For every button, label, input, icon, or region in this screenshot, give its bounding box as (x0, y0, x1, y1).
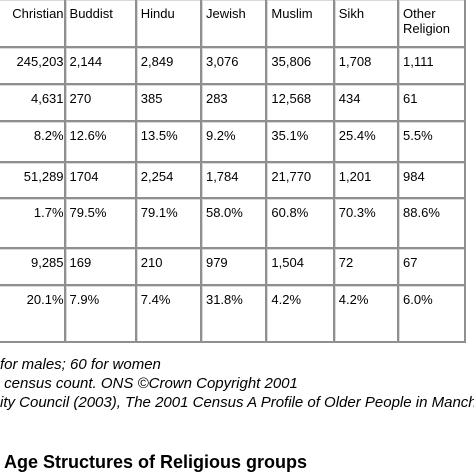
header-cell-christian: Christian (0, 0, 66, 48)
table-cell: 9,285 (0, 247, 66, 286)
header-cell-muslim: Muslim (265, 0, 335, 48)
header-cell-jewish: Jewish (199, 0, 268, 48)
table-cell: 2,254 (134, 161, 202, 199)
table-cell: 12,568 (265, 83, 335, 122)
table-cell: 3,076 (199, 46, 268, 85)
table-cell: 79.5% (63, 197, 137, 249)
table-cell: 245,203 (0, 46, 66, 85)
table-cell: 4,631 (0, 83, 66, 122)
table-cell: 25.4% (332, 120, 400, 163)
table-cell: 12.6% (63, 120, 137, 163)
table-cell: 35.1% (265, 120, 335, 163)
table-cell: 61 (397, 83, 466, 122)
table-cell: 21,770 (265, 161, 335, 199)
table-row: 9,285 169 210 979 1,504 72 67 (0, 247, 466, 286)
table-cell: 1,201 (332, 161, 400, 199)
table-cell: 979 (199, 247, 268, 286)
table-cell: 9.2% (199, 120, 268, 163)
table-cell: 51,289 (0, 161, 66, 199)
note-line: census count. ONS ©Crown Copyright 2001 (0, 375, 298, 392)
note-line: ity Council (2003), The 2001 Census A Pr… (0, 394, 474, 411)
table-cell: 169 (63, 247, 137, 286)
table-cell: 5.5% (397, 120, 466, 163)
table-cell: 70.3% (332, 197, 400, 249)
note-line: for males; 60 for women (0, 356, 161, 373)
table-row: 51,289 1704 2,254 1,784 21,770 1,201 984 (0, 161, 466, 199)
table-cell: 1,784 (199, 161, 268, 199)
header-cell-other-religion: Other Religion (397, 0, 466, 48)
table-cell: 270 (63, 83, 137, 122)
header-cell-sikh: Sikh (332, 0, 400, 48)
table-cell: 210 (134, 247, 202, 286)
table-cell: 88.6% (397, 197, 466, 249)
table-cell: 2,144 (63, 46, 137, 85)
table-cell: 1,504 (265, 247, 335, 286)
table-cell: 13.5% (134, 120, 202, 163)
table-cell: 7.4% (134, 284, 202, 343)
table-cell: 8.2% (0, 120, 66, 163)
table-notes: for males; 60 for women census count. ON… (0, 355, 474, 412)
table-cell: 79.1% (134, 197, 202, 249)
header-cell-hindu: Hindu (134, 0, 202, 48)
table-cell: 434 (332, 83, 400, 122)
header-row: Christian Buddist Hindu Jewish Muslim Si… (0, 0, 466, 48)
table-cell: 58.0% (199, 197, 268, 249)
figure-caption: Age Structures of Religious groups (4, 452, 308, 472)
table-cell: 1704 (63, 161, 137, 199)
table-cell: 4.2% (332, 284, 400, 343)
table-cell: 1,708 (332, 46, 400, 85)
table-cell: 60.8% (265, 197, 335, 249)
table-cell: 35,806 (265, 46, 335, 85)
table-row: 1.7% 79.5% 79.1% 58.0% 60.8% 70.3% 88.6% (0, 197, 466, 249)
table-cell: 20.1% (0, 284, 66, 343)
table-cell: 984 (397, 161, 466, 199)
table-row: 245,203 2,144 2,849 3,076 35,806 1,708 1… (0, 46, 466, 85)
table-cell: 385 (134, 83, 202, 122)
religion-table: Christian Buddist Hindu Jewish Muslim Si… (0, 0, 466, 343)
table-cell: 283 (199, 83, 268, 122)
table-cell: 31.8% (199, 284, 268, 343)
table-cell: 4.2% (265, 284, 335, 343)
table-row: 4,631 270 385 283 12,568 434 61 (0, 83, 466, 122)
table-cell: 6.0% (397, 284, 466, 343)
table-cell: 1,111 (397, 46, 466, 85)
table-cell: 2,849 (134, 46, 202, 85)
table-cell: 7.9% (63, 284, 137, 343)
table-cell: 72 (332, 247, 400, 286)
table-cell: 67 (397, 247, 466, 286)
table-row: 8.2% 12.6% 13.5% 9.2% 35.1% 25.4% 5.5% (0, 120, 466, 163)
header-cell-buddist: Buddist (63, 0, 137, 48)
table-cell: 1.7% (0, 197, 66, 249)
table-row: 20.1% 7.9% 7.4% 31.8% 4.2% 4.2% 6.0% (0, 284, 466, 343)
